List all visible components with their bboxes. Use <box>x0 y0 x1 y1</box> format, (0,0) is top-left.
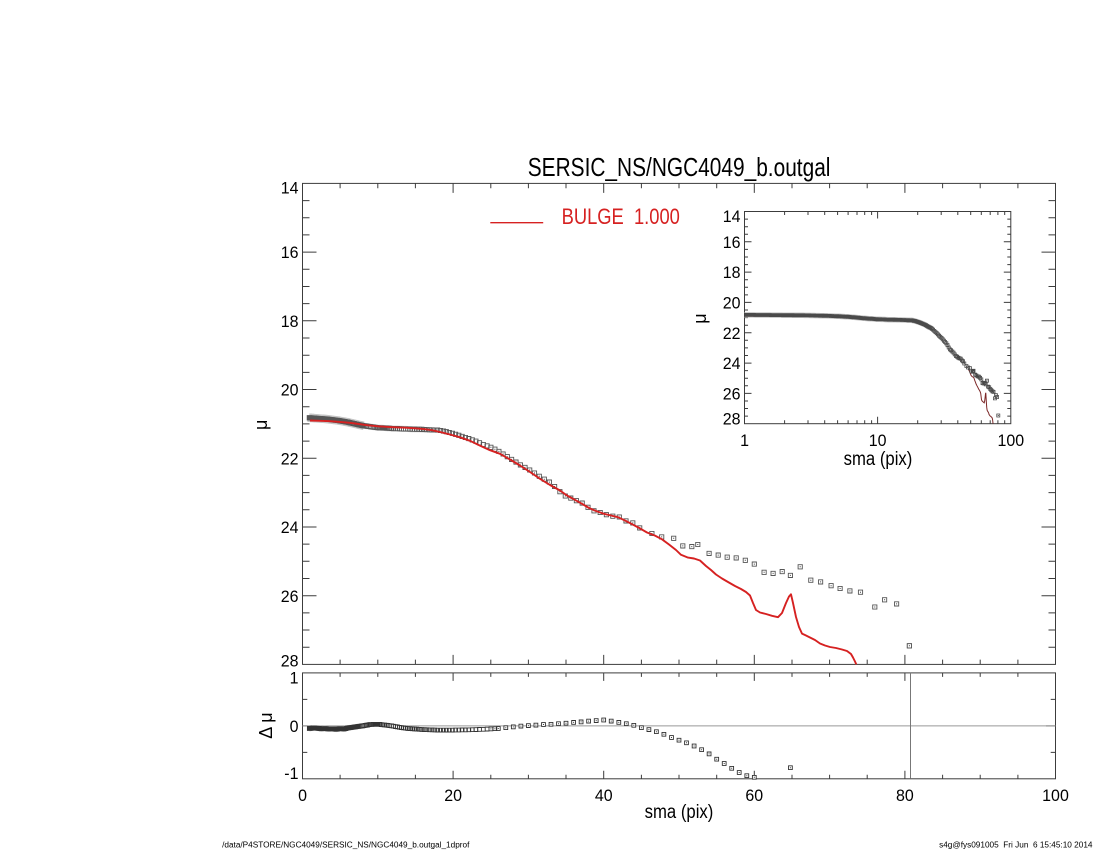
svg-text:Δ μ: Δ μ <box>256 712 276 738</box>
svg-text:sma (pix): sma (pix) <box>645 801 714 822</box>
svg-text:14: 14 <box>281 179 299 198</box>
svg-text:-1: -1 <box>284 765 298 784</box>
svg-text:20: 20 <box>723 294 741 313</box>
svg-text:sma (pix): sma (pix) <box>844 448 913 469</box>
svg-text:100: 100 <box>1042 786 1069 805</box>
svg-text:60: 60 <box>745 786 763 805</box>
svg-text:μ: μ <box>690 313 710 323</box>
svg-text:18: 18 <box>281 312 299 331</box>
svg-text:/data/P4STORE/NGC4049/SERSIC_N: /data/P4STORE/NGC4049/SERSIC_NS/NGC4049_… <box>222 840 470 849</box>
svg-text:40: 40 <box>595 786 613 805</box>
svg-text:1: 1 <box>290 669 299 688</box>
svg-text:26: 26 <box>723 385 741 404</box>
svg-text:0: 0 <box>290 717 299 736</box>
svg-text:26: 26 <box>281 587 299 606</box>
svg-text:μ: μ <box>251 420 271 430</box>
svg-text:18: 18 <box>723 264 741 283</box>
svg-text:14: 14 <box>723 207 741 226</box>
svg-text:80: 80 <box>896 786 914 805</box>
svg-text:SERSIC_NS/NGC4049_b.outgal: SERSIC_NS/NGC4049_b.outgal <box>528 153 831 182</box>
svg-text:24: 24 <box>281 519 299 538</box>
svg-text:28: 28 <box>281 652 299 671</box>
svg-text:0: 0 <box>298 786 307 805</box>
svg-text:22: 22 <box>723 324 741 343</box>
svg-text:s4g@fys091005 Fri Jun 6 15:4: s4g@fys091005 Fri Jun 6 15:45:10 2014 <box>939 840 1093 849</box>
svg-text:24: 24 <box>723 355 741 374</box>
svg-text:100: 100 <box>997 431 1024 450</box>
svg-text:22: 22 <box>281 450 299 469</box>
svg-text:20: 20 <box>444 786 462 805</box>
svg-text:10: 10 <box>869 431 887 450</box>
svg-text:16: 16 <box>281 244 299 263</box>
svg-text:1: 1 <box>740 431 749 450</box>
svg-text:20: 20 <box>281 381 299 400</box>
svg-text:BULGE 1.000: BULGE 1.000 <box>562 205 680 229</box>
svg-text:16: 16 <box>723 233 741 252</box>
svg-text:28: 28 <box>723 410 741 429</box>
